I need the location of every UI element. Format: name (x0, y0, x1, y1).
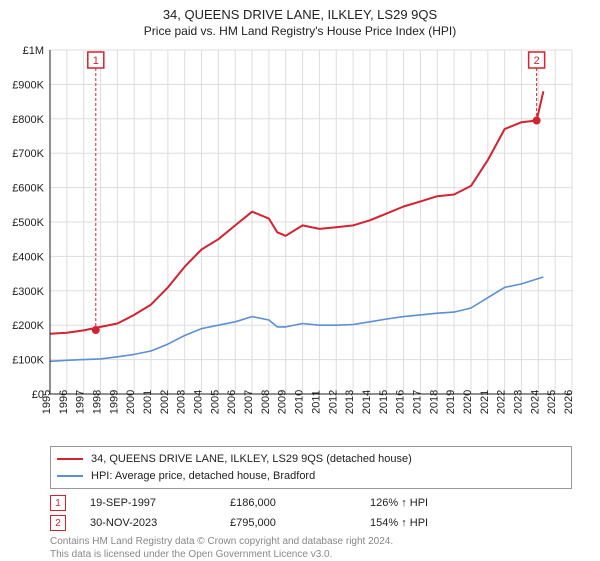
svg-text:2005: 2005 (209, 390, 221, 414)
svg-text:1998: 1998 (92, 390, 104, 414)
chart-legend: 34, QUEENS DRIVE LANE, ILKLEY, LS29 9QS … (50, 446, 572, 489)
svg-text:2022: 2022 (496, 390, 508, 414)
marker-row-2: 2 30-NOV-2023 £795,000 154% ↑ HPI (50, 515, 572, 531)
marker-date-2: 30-NOV-2023 (90, 517, 230, 529)
svg-text:£400K: £400K (12, 252, 44, 264)
svg-text:£200K: £200K (12, 320, 44, 332)
marker-price-2: £795,000 (230, 517, 370, 529)
svg-text:2001: 2001 (142, 390, 154, 414)
legend-label-property: 34, QUEENS DRIVE LANE, ILKLEY, LS29 9QS … (91, 451, 412, 468)
svg-text:2008: 2008 (260, 390, 272, 414)
svg-text:£600K: £600K (12, 183, 44, 195)
legend-row-property: 34, QUEENS DRIVE LANE, ILKLEY, LS29 9QS … (57, 451, 565, 468)
marker-table: 1 19-SEP-1997 £186,000 126% ↑ HPI 2 30-N… (50, 495, 572, 531)
marker-hpi-1: 126% ↑ HPI (370, 497, 510, 509)
svg-text:£1M: £1M (23, 45, 44, 57)
footnote-line-1: Contains HM Land Registry data © Crown c… (50, 535, 572, 548)
chart-title: 34, QUEENS DRIVE LANE, ILKLEY, LS29 9QS (0, 0, 600, 24)
svg-text:1999: 1999 (108, 390, 120, 414)
marker-row-1: 1 19-SEP-1997 £186,000 126% ↑ HPI (50, 495, 572, 511)
svg-text:2013: 2013 (344, 390, 356, 414)
marker-date-1: 19-SEP-1997 (90, 497, 230, 509)
svg-text:£900K: £900K (12, 80, 44, 92)
svg-text:2017: 2017 (411, 390, 423, 414)
svg-text:£700K: £700K (12, 148, 44, 160)
chart-subtitle: Price paid vs. HM Land Registry's House … (0, 24, 600, 42)
svg-text:1997: 1997 (75, 390, 87, 414)
line-chart-svg: £0£100K£200K£300K£400K£500K£600K£700K£80… (0, 42, 600, 442)
marker-box-1: 1 (50, 495, 66, 511)
svg-text:2018: 2018 (428, 390, 440, 414)
svg-text:2000: 2000 (125, 390, 137, 414)
svg-text:2021: 2021 (479, 390, 491, 414)
svg-text:2004: 2004 (193, 390, 205, 414)
svg-text:2009: 2009 (277, 390, 289, 414)
svg-text:2006: 2006 (226, 390, 238, 414)
svg-text:2025: 2025 (546, 390, 558, 414)
svg-text:£100K: £100K (12, 355, 44, 367)
marker-hpi-2: 154% ↑ HPI (370, 517, 510, 529)
legend-swatch-property (57, 458, 83, 460)
svg-text:2002: 2002 (159, 390, 171, 414)
legend-label-hpi: HPI: Average price, detached house, Brad… (91, 468, 315, 485)
chart-area: £0£100K£200K£300K£400K£500K£600K£700K£80… (0, 42, 600, 442)
svg-text:2019: 2019 (445, 390, 457, 414)
svg-text:2003: 2003 (176, 390, 188, 414)
svg-text:2020: 2020 (462, 390, 474, 414)
svg-text:2012: 2012 (327, 390, 339, 414)
svg-text:£300K: £300K (12, 286, 44, 298)
svg-text:£800K: £800K (12, 114, 44, 126)
svg-text:2015: 2015 (378, 390, 390, 414)
svg-text:2014: 2014 (361, 390, 373, 414)
footnote-line-2: This data is licensed under the Open Gov… (50, 548, 572, 561)
svg-text:2024: 2024 (529, 390, 541, 414)
svg-text:£500K: £500K (12, 217, 44, 229)
svg-text:2026: 2026 (563, 390, 575, 414)
svg-text:1996: 1996 (58, 390, 70, 414)
svg-text:2023: 2023 (512, 390, 524, 414)
svg-text:2: 2 (534, 55, 540, 67)
marker-price-1: £186,000 (230, 497, 370, 509)
footnote: Contains HM Land Registry data © Crown c… (50, 535, 572, 561)
marker-box-2: 2 (50, 515, 66, 531)
svg-text:2010: 2010 (294, 390, 306, 414)
svg-text:2016: 2016 (395, 390, 407, 414)
legend-swatch-hpi (57, 475, 83, 477)
svg-text:2007: 2007 (243, 390, 255, 414)
svg-text:1: 1 (93, 55, 99, 67)
svg-text:1995: 1995 (41, 390, 53, 414)
legend-row-hpi: HPI: Average price, detached house, Brad… (57, 468, 565, 485)
